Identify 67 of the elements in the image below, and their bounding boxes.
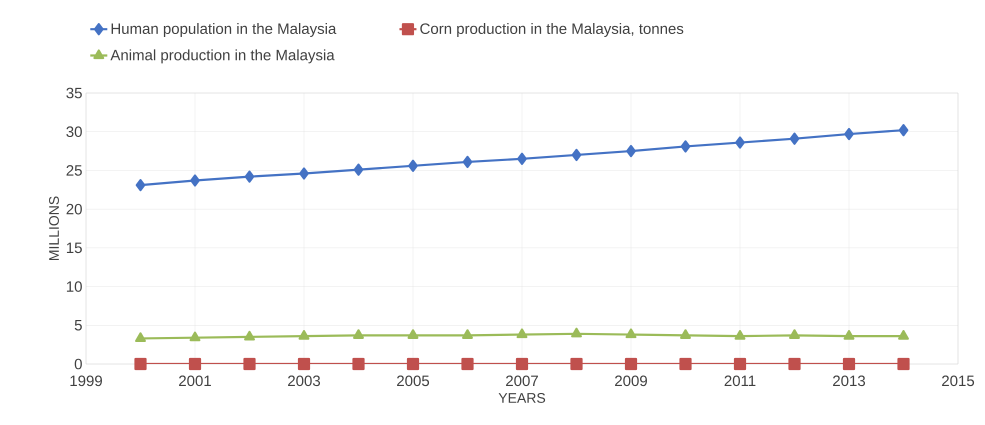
y-tick-label: 15 bbox=[66, 242, 82, 254]
point bbox=[353, 329, 364, 339]
point bbox=[626, 144, 636, 158]
x-tick-label: 2011 bbox=[724, 376, 756, 386]
point bbox=[190, 332, 200, 342]
point bbox=[734, 330, 746, 340]
point bbox=[298, 330, 310, 340]
point bbox=[517, 152, 527, 165]
point bbox=[844, 330, 854, 340]
point bbox=[352, 358, 365, 370]
point bbox=[790, 132, 800, 145]
point bbox=[298, 358, 310, 370]
point bbox=[679, 358, 692, 370]
point bbox=[844, 128, 854, 140]
point bbox=[788, 358, 801, 370]
point bbox=[735, 136, 745, 149]
point bbox=[461, 358, 474, 370]
point bbox=[626, 328, 636, 338]
y-axis-title: MILLIONS bbox=[49, 196, 59, 260]
point bbox=[244, 330, 255, 340]
point bbox=[462, 156, 472, 168]
legend-label: Corn production in the Malaysia, tonnes bbox=[420, 23, 684, 37]
point bbox=[789, 329, 800, 339]
x-tick-label: 2003 bbox=[288, 376, 320, 386]
point bbox=[136, 179, 146, 192]
x-tick-label: 2013 bbox=[833, 376, 866, 386]
y-tick-label: 0 bbox=[74, 358, 82, 370]
point bbox=[244, 170, 254, 183]
point bbox=[190, 174, 200, 187]
x-tick-label: 2005 bbox=[397, 376, 430, 386]
x-tick-label: 2007 bbox=[506, 376, 538, 386]
y-tick-label: 5 bbox=[74, 320, 82, 331]
y-tick-label: 35 bbox=[66, 88, 82, 98]
y-tick-label: 30 bbox=[66, 126, 82, 138]
point bbox=[134, 358, 147, 370]
point bbox=[408, 329, 418, 339]
y-tick-label: 20 bbox=[66, 204, 82, 214]
point bbox=[898, 330, 909, 340]
point bbox=[516, 358, 528, 370]
point bbox=[406, 358, 420, 370]
legend-label: Animal production in the Malaysia bbox=[110, 49, 335, 64]
point bbox=[572, 148, 582, 162]
point bbox=[898, 124, 908, 136]
point bbox=[516, 328, 528, 338]
point bbox=[680, 140, 690, 153]
point bbox=[842, 358, 856, 370]
point bbox=[571, 328, 582, 338]
x-tick-label: 2009 bbox=[615, 376, 647, 386]
point bbox=[462, 329, 473, 339]
point bbox=[734, 358, 746, 370]
legend-label: Human population in the Malaysia bbox=[112, 23, 336, 37]
y-tick-label: 10 bbox=[66, 281, 82, 292]
point bbox=[188, 358, 202, 370]
point bbox=[135, 332, 146, 342]
point bbox=[897, 358, 910, 370]
point bbox=[680, 329, 691, 339]
y-tick-label: 25 bbox=[66, 165, 82, 176]
point bbox=[408, 160, 418, 172]
point bbox=[624, 358, 638, 370]
point bbox=[570, 358, 583, 370]
point bbox=[299, 167, 309, 180]
x-tick-label: 2015 bbox=[942, 376, 974, 386]
x-axis-title: YEARS bbox=[498, 392, 546, 403]
point bbox=[354, 164, 364, 176]
point bbox=[243, 358, 256, 370]
x-tick-label: 2001 bbox=[179, 376, 211, 386]
x-tick-label: 1999 bbox=[70, 376, 102, 386]
